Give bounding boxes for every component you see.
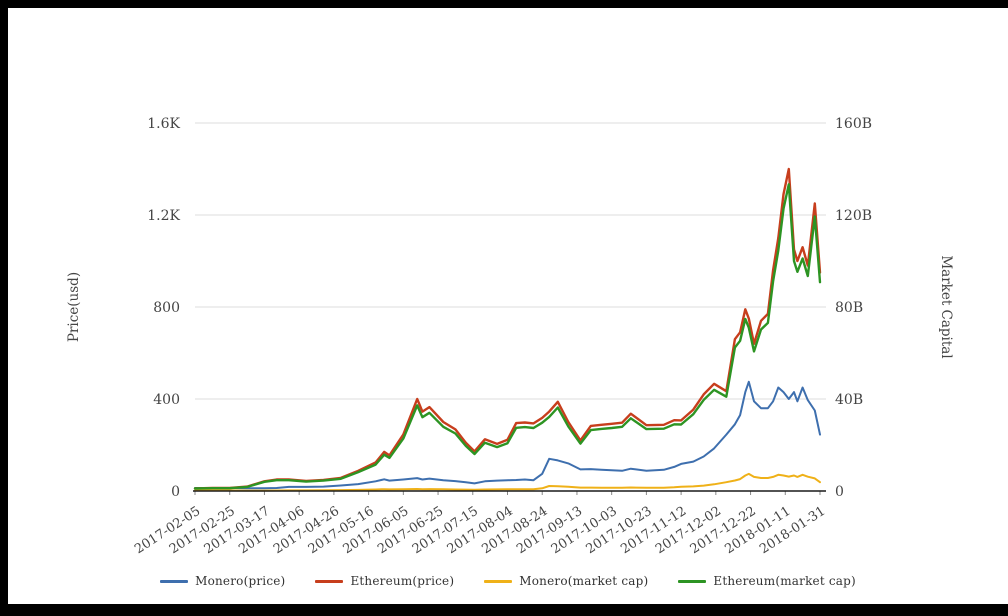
series-line-ethereum-price [193,167,822,490]
legend-item-monero-market-cap[interactable]: Monero(market cap) [484,574,648,588]
series-line-monero-price [194,380,821,490]
legend-item-ethereum-price[interactable]: Ethereum(price) [315,574,454,588]
y-tick-label-right: 80B [835,300,863,316]
y-axis-title-left: Price(usd) [66,272,82,342]
legend-item-ethereum-market-cap[interactable]: Ethereum(market cap) [678,574,856,588]
y-tick-label-left: 0 [171,484,180,500]
legend-label: Ethereum(market cap) [713,574,856,588]
y-tick-label-right: 120B [835,208,872,224]
legend-swatch-icon [315,579,344,583]
y-tick-label-right: 160B [835,116,872,132]
legend-item-monero-price[interactable]: Monero(price) [160,574,285,588]
legend-swatch-icon [484,579,513,583]
legend-swatch-icon [678,579,707,583]
y-tick-label-left: 1.6K [147,116,180,132]
legend-label: Monero(market cap) [519,574,649,588]
legend-label: Monero(price) [195,574,286,588]
y-axis-title-right: Market Capital [938,255,954,358]
series-line-ethereum-market-cap [193,183,822,490]
legend-label: Ethereum(price) [350,574,455,588]
y-tick-label-right: 40B [835,392,863,408]
legend-swatch-icon [160,579,189,583]
y-tick-label-left: 800 [153,300,180,316]
y-tick-label-right: 0 [835,484,844,500]
series-line-monero-market-cap [194,472,821,492]
y-tick-label-left: 400 [153,392,180,408]
y-tick-label-left: 1.2K [147,208,180,224]
chart-legend: Monero(price) Ethereum(price) Monero(marke… [8,574,1008,588]
